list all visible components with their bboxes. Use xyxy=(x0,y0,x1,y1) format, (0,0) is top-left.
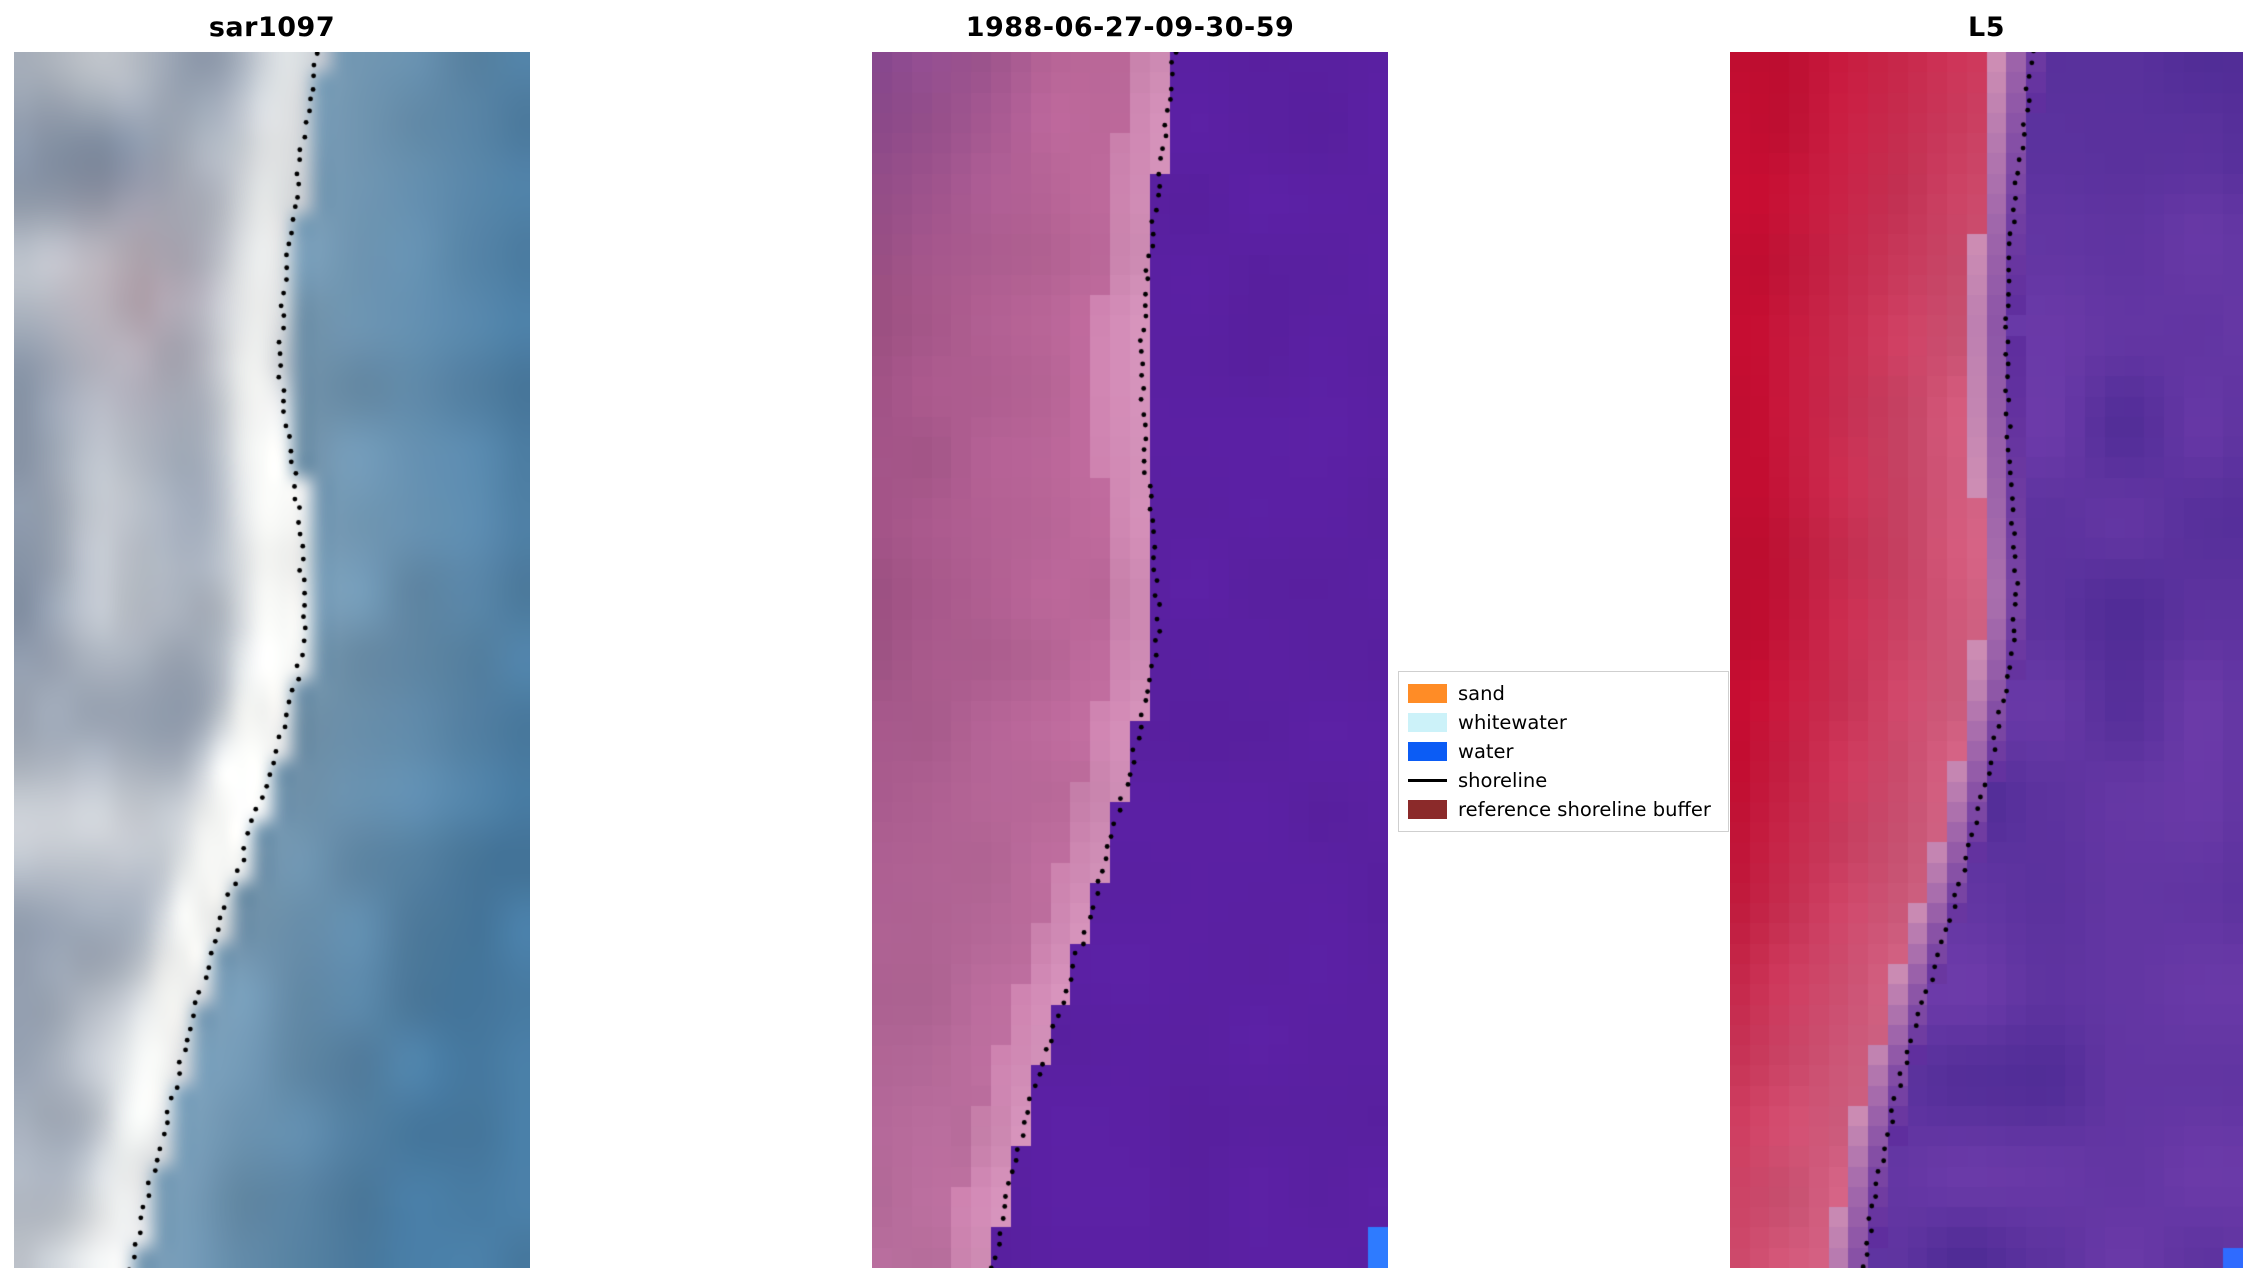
whitewater-swatch xyxy=(1408,713,1447,732)
sand-swatch xyxy=(1408,684,1447,703)
classification-image-panel xyxy=(872,52,1388,1268)
water-swatch xyxy=(1408,742,1447,761)
shoreline-line-swatch xyxy=(1408,779,1447,782)
sar-image-panel xyxy=(14,52,530,1268)
legend-item-shoreline: shoreline xyxy=(1408,766,1728,795)
landsat-image-panel xyxy=(1730,52,2243,1268)
legend-item-whitewater: whitewater xyxy=(1408,708,1728,737)
legend-label-water: water xyxy=(1458,740,1514,763)
legend-label-whitewater: whitewater xyxy=(1458,711,1567,734)
panel-title-date: 1988-06-27-09-30-59 xyxy=(965,12,1295,43)
panel-title-l5: L5 xyxy=(1968,12,2005,43)
legend-label-shoreline: shoreline xyxy=(1458,769,1548,792)
legend-item-water: water xyxy=(1408,737,1728,766)
legend: sand whitewater water shoreline referenc… xyxy=(1398,671,1729,832)
legend-item-reference-buffer: reference shoreline buffer xyxy=(1408,795,1728,824)
legend-label-reference-buffer: reference shoreline buffer xyxy=(1458,798,1711,821)
legend-item-sand: sand xyxy=(1408,679,1728,708)
reference-buffer-swatch xyxy=(1408,800,1447,819)
legend-label-sand: sand xyxy=(1458,682,1505,705)
panel-title-sar: sar1097 xyxy=(208,12,336,43)
